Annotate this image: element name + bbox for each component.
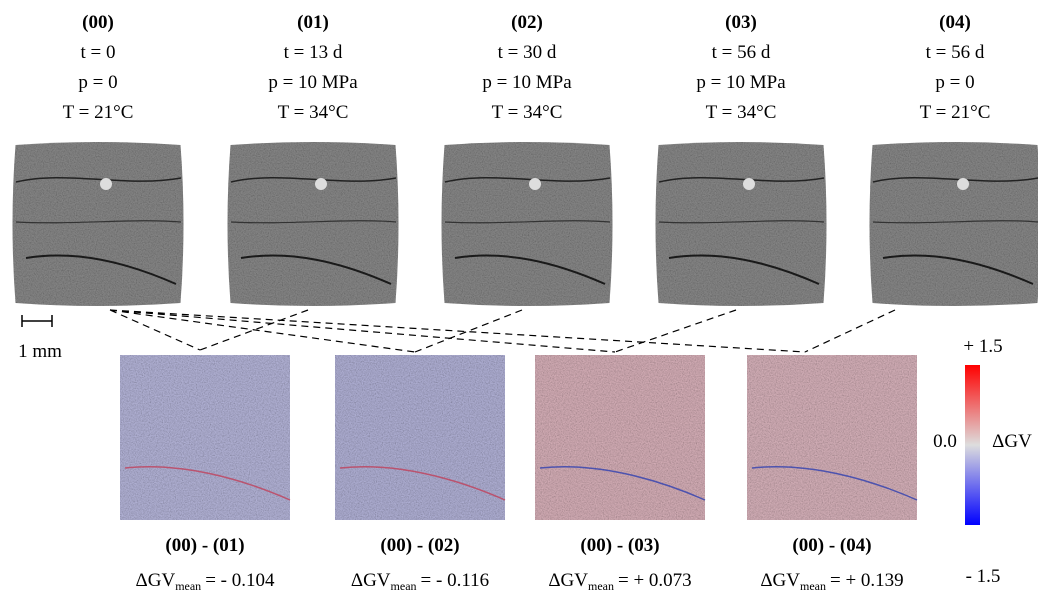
difference-map — [535, 355, 705, 520]
difference-image — [535, 355, 706, 520]
scan-pressure: p = 10 MPa — [482, 72, 572, 93]
ct-image — [655, 142, 827, 306]
mean-number: = + 0.073 — [618, 570, 692, 591]
mean-value: ΔGVmean = - 0.104 — [136, 570, 275, 593]
scan-pressure: p = 10 MPa — [696, 72, 786, 93]
inclusion — [743, 178, 755, 190]
difference-map — [120, 355, 290, 520]
difference-label: (00) - (02) — [380, 535, 459, 556]
scan-id: (03) — [725, 12, 757, 33]
scale-bar — [21, 315, 53, 327]
mean-subscript: mean — [588, 579, 614, 593]
scan-time: t = 13 d — [284, 42, 343, 63]
ct-image — [441, 142, 613, 306]
scan-id: (02) — [511, 12, 543, 33]
ct-image — [869, 142, 1038, 306]
mean-subscript: mean — [391, 579, 417, 593]
inclusion — [529, 178, 541, 190]
crack — [230, 176, 397, 183]
crack — [444, 176, 611, 183]
crack — [872, 176, 1038, 183]
ct-slice — [655, 142, 827, 306]
crack — [25, 254, 177, 285]
scale-label: 1 mm — [18, 341, 62, 362]
inclusion — [315, 178, 327, 190]
crack — [882, 254, 1034, 285]
crack — [658, 176, 825, 183]
colorbar-min: - 1.5 — [966, 566, 1001, 587]
scan-id: (04) — [939, 12, 971, 33]
scan-id: (00) — [82, 12, 114, 33]
crack — [454, 254, 606, 285]
colorbar-max: + 1.5 — [963, 336, 1002, 357]
difference-label: (00) - (03) — [580, 535, 659, 556]
mean-symbol: ΔGV — [136, 570, 176, 591]
scan-temperature: T = 34°C — [706, 102, 777, 123]
crack — [872, 220, 1038, 224]
mean-number: = + 0.139 — [830, 570, 904, 591]
difference-feature — [124, 465, 291, 501]
scan-time: t = 56 d — [712, 42, 771, 63]
mean-value: ΔGVmean = + 0.139 — [760, 570, 903, 593]
mean-symbol: ΔGV — [548, 570, 588, 591]
ct-image — [12, 142, 184, 306]
scan-id: (01) — [297, 12, 329, 33]
crack — [658, 220, 825, 224]
difference-image — [747, 355, 918, 520]
scan-temperature: T = 34°C — [492, 102, 563, 123]
ct-slice — [227, 142, 399, 306]
scan-time: t = 30 d — [498, 42, 557, 63]
crack — [15, 220, 182, 224]
mean-number: = - 0.116 — [421, 570, 490, 591]
mean-value: ΔGVmean = + 0.073 — [548, 570, 691, 593]
scan-pressure: p = 0 — [935, 72, 974, 93]
colorbar — [965, 365, 980, 525]
scan-pressure: p = 0 — [78, 72, 117, 93]
scan-pressure: p = 10 MPa — [268, 72, 358, 93]
colorbar-label: ΔGV — [992, 431, 1032, 452]
ct-slice — [869, 142, 1038, 306]
mean-symbol: ΔGV — [760, 570, 800, 591]
mean-symbol: ΔGV — [351, 570, 391, 591]
mean-number: = - 0.104 — [205, 570, 275, 591]
difference-label: (00) - (04) — [792, 535, 871, 556]
inclusion — [100, 178, 112, 190]
crack — [15, 176, 182, 183]
difference-feature — [539, 465, 706, 501]
inclusion — [957, 178, 969, 190]
connector-lines — [109, 309, 896, 353]
crack — [668, 254, 820, 285]
crack — [240, 254, 392, 285]
scan-temperature: T = 21°C — [920, 102, 991, 123]
scan-time: t = 56 d — [926, 42, 985, 63]
difference-map — [747, 355, 917, 520]
difference-feature — [751, 465, 918, 501]
mean-subscript: mean — [175, 579, 201, 593]
ct-slice — [12, 142, 184, 306]
mean-subscript: mean — [800, 579, 826, 593]
difference-image — [120, 355, 291, 520]
colorbar-mid: 0.0 — [933, 431, 957, 452]
crack — [444, 220, 611, 224]
difference-feature — [339, 465, 506, 501]
difference-map — [335, 355, 505, 520]
difference-label: (00) - (01) — [165, 535, 244, 556]
scan-time: t = 0 — [81, 42, 116, 63]
mean-value: ΔGVmean = - 0.116 — [351, 570, 489, 593]
scan-temperature: T = 21°C — [63, 102, 134, 123]
difference-image — [335, 355, 506, 520]
ct-image — [227, 142, 399, 306]
ct-slice — [441, 142, 613, 306]
crack — [230, 220, 397, 224]
scan-temperature: T = 34°C — [278, 102, 349, 123]
